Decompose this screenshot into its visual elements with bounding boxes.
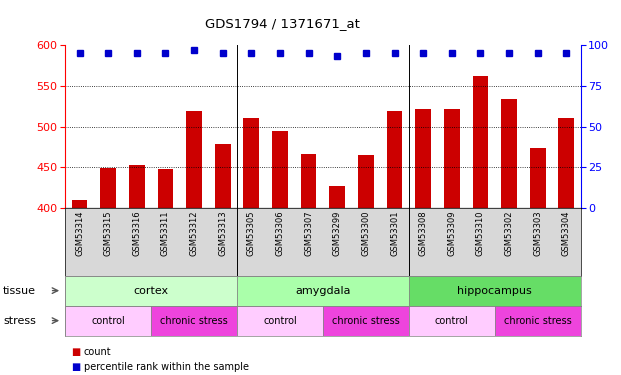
Text: ■: ■ <box>71 362 81 372</box>
Bar <box>237 306 323 336</box>
Text: GSM53312: GSM53312 <box>189 210 199 256</box>
Bar <box>301 154 317 208</box>
Text: GSM53299: GSM53299 <box>333 210 342 255</box>
Bar <box>329 186 345 208</box>
Text: GSM53313: GSM53313 <box>218 210 227 256</box>
Text: GSM53309: GSM53309 <box>447 210 456 256</box>
Bar <box>151 306 237 336</box>
Text: GSM53316: GSM53316 <box>132 210 142 256</box>
Text: control: control <box>91 316 125 326</box>
Bar <box>129 165 145 208</box>
Text: ■: ■ <box>71 347 81 357</box>
Text: control: control <box>435 316 469 326</box>
Text: GSM53300: GSM53300 <box>361 210 370 256</box>
Text: GSM53311: GSM53311 <box>161 210 170 256</box>
Bar <box>65 306 151 336</box>
Bar <box>358 155 374 208</box>
Text: control: control <box>263 316 297 326</box>
Bar <box>409 276 581 306</box>
Text: GSM53314: GSM53314 <box>75 210 84 256</box>
Bar <box>501 99 517 208</box>
Bar <box>272 130 288 208</box>
Text: GSM53302: GSM53302 <box>504 210 514 256</box>
Bar <box>71 200 88 208</box>
Bar <box>473 76 488 208</box>
Bar <box>558 118 574 208</box>
Text: GSM53306: GSM53306 <box>276 210 284 256</box>
Bar <box>495 306 581 336</box>
Text: GSM53310: GSM53310 <box>476 210 485 256</box>
Bar <box>323 306 409 336</box>
Text: percentile rank within the sample: percentile rank within the sample <box>84 362 249 372</box>
Bar <box>65 276 237 306</box>
Text: hippocampus: hippocampus <box>457 286 532 296</box>
Text: GSM53315: GSM53315 <box>104 210 112 256</box>
Bar <box>100 168 116 208</box>
Bar <box>243 118 259 208</box>
Text: GSM53305: GSM53305 <box>247 210 256 256</box>
Text: GSM53303: GSM53303 <box>533 210 542 256</box>
Bar <box>158 169 173 208</box>
Bar <box>530 148 546 208</box>
Text: cortex: cortex <box>134 286 169 296</box>
Text: stress: stress <box>3 316 36 326</box>
Text: chronic stress: chronic stress <box>332 316 400 326</box>
Text: GSM53307: GSM53307 <box>304 210 313 256</box>
Bar <box>237 276 409 306</box>
Bar <box>409 306 495 336</box>
Text: amygdala: amygdala <box>295 286 351 296</box>
Text: chronic stress: chronic stress <box>504 316 571 326</box>
Bar <box>415 109 431 208</box>
Bar <box>186 111 202 208</box>
Text: tissue: tissue <box>3 286 36 296</box>
Text: chronic stress: chronic stress <box>160 316 228 326</box>
Text: count: count <box>84 347 111 357</box>
Text: GSM53308: GSM53308 <box>419 210 428 256</box>
Bar <box>215 144 230 208</box>
Text: GSM53304: GSM53304 <box>562 210 571 256</box>
Bar <box>387 111 402 208</box>
Bar <box>444 109 460 208</box>
Text: GSM53301: GSM53301 <box>390 210 399 256</box>
Text: GDS1794 / 1371671_at: GDS1794 / 1371671_at <box>205 17 360 30</box>
